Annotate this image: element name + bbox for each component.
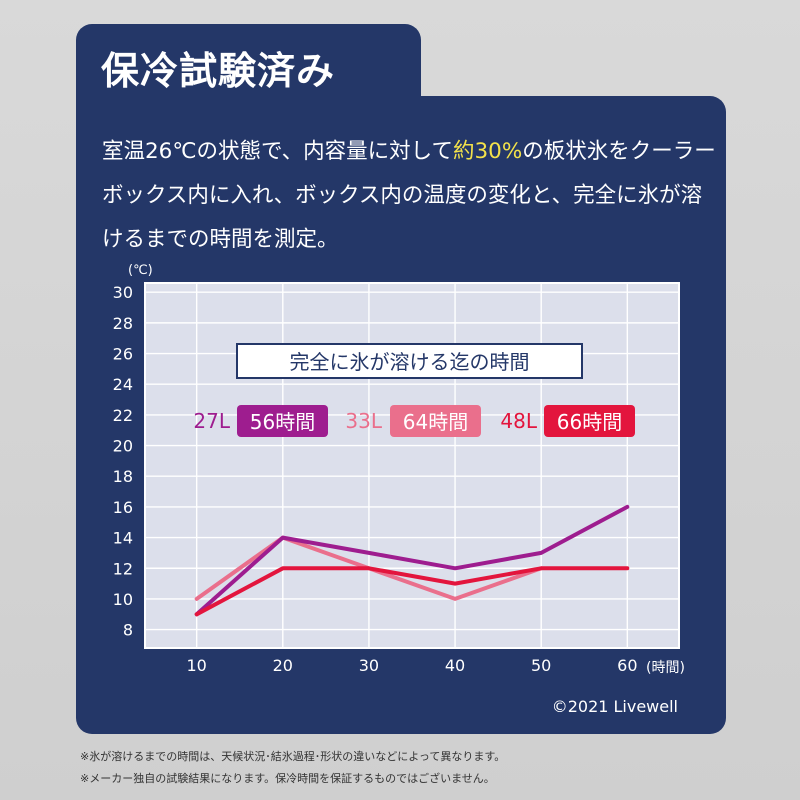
description: 室温26℃の状態で、内容量に対して約30%の板状氷をクーラーボックス内に入れ、ボ… [102,130,722,262]
legend-badge-label: 66時間 [557,410,622,434]
y-tick-label: 8 [123,621,133,640]
x-tick-label: 40 [445,656,465,675]
legend-badge-label: 56時間 [250,410,315,434]
y-tick-label: 28 [113,314,133,333]
y-tick-label: 18 [113,467,133,486]
description-highlight: 約30% [453,139,523,164]
series-lines [194,504,630,617]
page-title: 保冷試験済み [101,49,336,93]
x-tick-label: 50 [531,656,551,675]
description-text-2: の板状氷をクーラーボックス内に入れ、ボックス内の温度の変化と、完全に氷が溶けるま… [102,139,716,252]
y-tick-label: 12 [113,559,133,578]
legend-badge [237,405,328,437]
description-text-1: 室温26℃の状態で、内容量に対して [102,139,453,164]
legend-badge [390,405,481,437]
y-tick-label: 14 [113,529,133,548]
y-tick-label: 10 [113,590,133,609]
legend-series-name: 27L [193,409,230,433]
grid [145,283,679,648]
y-tick-label: 22 [113,406,133,425]
y-axis-unit: (℃) [128,263,153,278]
axis-ticks: 8 10 12 14 16 18 20 22 24 26 28 30 10 20 30 40 50 60 [113,283,638,675]
x-tick-label: 30 [359,656,379,675]
plot-area [144,282,680,649]
legend-badge-label: 64時間 [403,410,468,434]
y-tick-label: 30 [113,283,133,302]
series-line-48L [194,566,630,617]
footnotes: ※氷が溶けるまでの時間は、天候状況･結氷過程･形状の違いなどによって異なります。… [80,746,780,790]
chart-title-box [236,343,583,379]
y-tick-label: 26 [113,345,133,364]
y-tick-label: 20 [113,437,133,456]
x-axis-unit: (時間) [646,660,685,676]
legend-series-name: 33L [345,409,382,433]
legend-series-name: 48L [500,409,537,433]
chart-title: 完全に氷が溶ける迄の時間 [290,350,530,374]
footnote-1: ※氷が溶けるまでの時間は、天候状況･結氷過程･形状の違いなどによって異なります。 [80,750,506,763]
copyright: ©2021 Livewell [552,697,678,716]
x-tick-label: 20 [273,656,293,675]
series-line-27L [194,504,630,617]
x-tick-label: 60 [617,656,637,675]
y-tick-label: 24 [113,375,133,394]
legend: 27L 56時間 33L 64時間 48L 66時間 [193,405,635,437]
footnote-2: ※メーカー独自の試験結果になります。保冷時間を保証するものではございません。 [80,772,495,785]
x-tick-label: 10 [186,656,206,675]
y-tick-label: 16 [113,498,133,517]
legend-badge [544,405,635,437]
